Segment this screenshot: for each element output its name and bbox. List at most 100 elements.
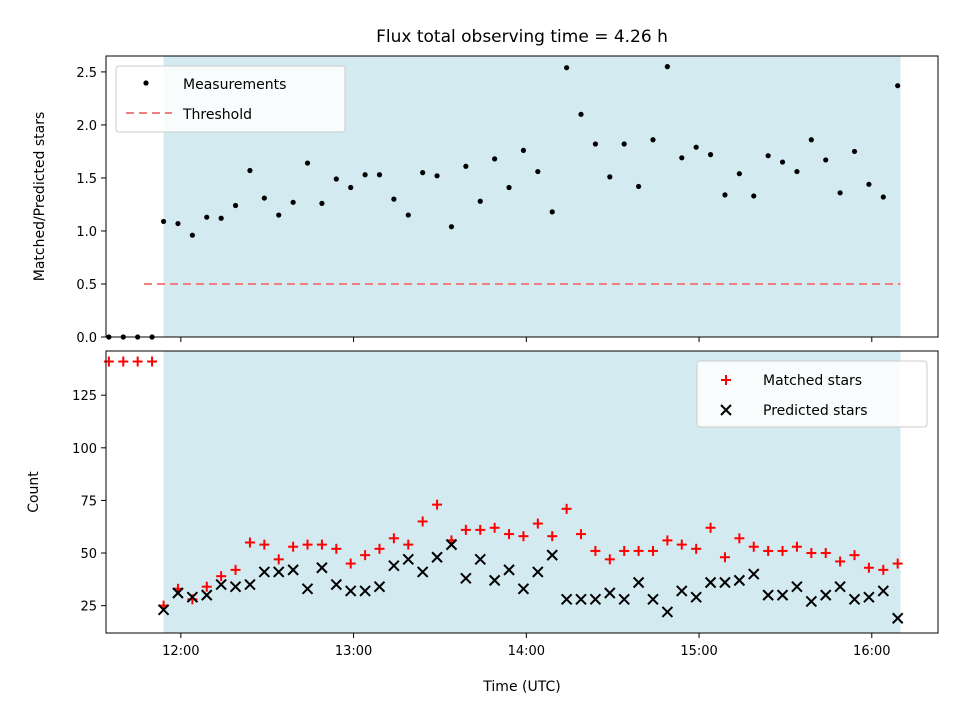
data-point-b xyxy=(532,566,544,578)
data-point xyxy=(891,612,904,624)
data-point xyxy=(232,202,239,209)
data-point xyxy=(448,224,455,230)
data-point xyxy=(160,218,167,225)
series-predicted-stars xyxy=(157,538,904,624)
data-point-b xyxy=(215,578,227,591)
x-tick-label: 13:00 xyxy=(335,644,372,659)
x-tick-label: 14:00 xyxy=(508,644,545,659)
data-point-b xyxy=(431,551,443,563)
data-point-b xyxy=(863,591,875,603)
data-point xyxy=(403,539,414,550)
data-point xyxy=(376,172,383,178)
data-point xyxy=(201,589,213,601)
data-point-b xyxy=(330,578,343,591)
data-point-b xyxy=(244,578,256,591)
data-point xyxy=(892,558,903,569)
y-tick-label: 100 xyxy=(72,442,97,457)
y-tick-label: 1.5 xyxy=(76,172,97,187)
data-point-b xyxy=(748,568,760,580)
data-point xyxy=(722,192,728,198)
data-point xyxy=(820,548,831,559)
data-point xyxy=(276,212,282,218)
data-point xyxy=(607,174,613,180)
data-point-b xyxy=(560,593,573,606)
legend-predicted-label: Predicted stars xyxy=(763,403,868,419)
data-point xyxy=(719,576,731,589)
data-point-b xyxy=(503,564,515,576)
y-tick-label: 1.0 xyxy=(76,225,97,240)
data-point xyxy=(229,580,242,593)
data-point xyxy=(463,163,469,169)
data-point xyxy=(488,574,501,587)
data-point xyxy=(201,581,212,592)
data-point xyxy=(733,574,746,587)
data-point xyxy=(434,173,440,179)
data-point xyxy=(304,160,311,166)
data-point xyxy=(288,541,299,552)
data-point xyxy=(576,529,587,540)
axes-frame xyxy=(105,55,939,338)
data-point xyxy=(878,564,889,575)
data-point xyxy=(287,564,299,576)
y-axis-label: Count xyxy=(26,471,42,513)
data-point-b xyxy=(229,580,242,593)
data-point xyxy=(791,541,802,552)
data-point-b xyxy=(791,580,803,593)
data-point xyxy=(808,137,814,143)
data-point xyxy=(823,157,829,163)
data-point-b xyxy=(416,566,429,578)
data-point-b xyxy=(301,583,314,595)
data-point xyxy=(532,566,544,578)
data-point xyxy=(791,580,803,593)
data-point xyxy=(290,199,296,205)
x-tick-label: 12:00 xyxy=(162,644,199,659)
data-point xyxy=(388,533,399,544)
data-point-b xyxy=(834,580,846,593)
data-point xyxy=(273,566,285,578)
data-point xyxy=(877,585,890,597)
data-point-b xyxy=(604,587,616,599)
data-point xyxy=(460,572,472,584)
data-point xyxy=(216,571,227,582)
data-point xyxy=(693,144,699,150)
data-point xyxy=(560,593,573,606)
legend-matched-marker xyxy=(721,375,731,385)
data-point xyxy=(330,578,343,591)
data-point xyxy=(837,190,843,196)
data-point xyxy=(690,591,702,603)
data-point xyxy=(118,356,129,367)
data-point xyxy=(420,170,426,176)
data-point xyxy=(244,578,256,591)
legend-matched-label: Matched stars xyxy=(763,373,862,389)
data-point xyxy=(504,529,515,540)
data-point xyxy=(333,176,339,182)
data-point xyxy=(794,168,800,175)
data-point xyxy=(806,548,817,559)
data-point xyxy=(662,535,673,546)
data-point xyxy=(374,543,385,554)
legend-predicted-marker xyxy=(720,404,732,416)
data-point-b xyxy=(762,589,774,601)
legend-box xyxy=(115,65,346,133)
data-point xyxy=(880,194,886,200)
legend: Matched stars Predicted stars xyxy=(696,360,928,428)
y-tick-label: 0.5 xyxy=(76,278,97,293)
data-point xyxy=(416,566,429,578)
data-point xyxy=(592,141,599,147)
data-point xyxy=(661,606,674,618)
legend-predicted-marker-b xyxy=(720,404,732,416)
data-point xyxy=(316,539,327,550)
data-point xyxy=(604,587,616,599)
data-point xyxy=(431,551,443,563)
data-point xyxy=(650,137,656,143)
data-point xyxy=(676,539,687,550)
data-point-b xyxy=(632,576,645,589)
data-point xyxy=(492,156,498,162)
data-point-b xyxy=(344,585,357,597)
data-point-b xyxy=(359,585,371,597)
y-tick-label: 25 xyxy=(80,600,97,615)
data-point xyxy=(261,195,267,201)
data-point-b xyxy=(719,576,731,589)
data-point xyxy=(532,518,543,529)
data-point xyxy=(777,545,788,556)
